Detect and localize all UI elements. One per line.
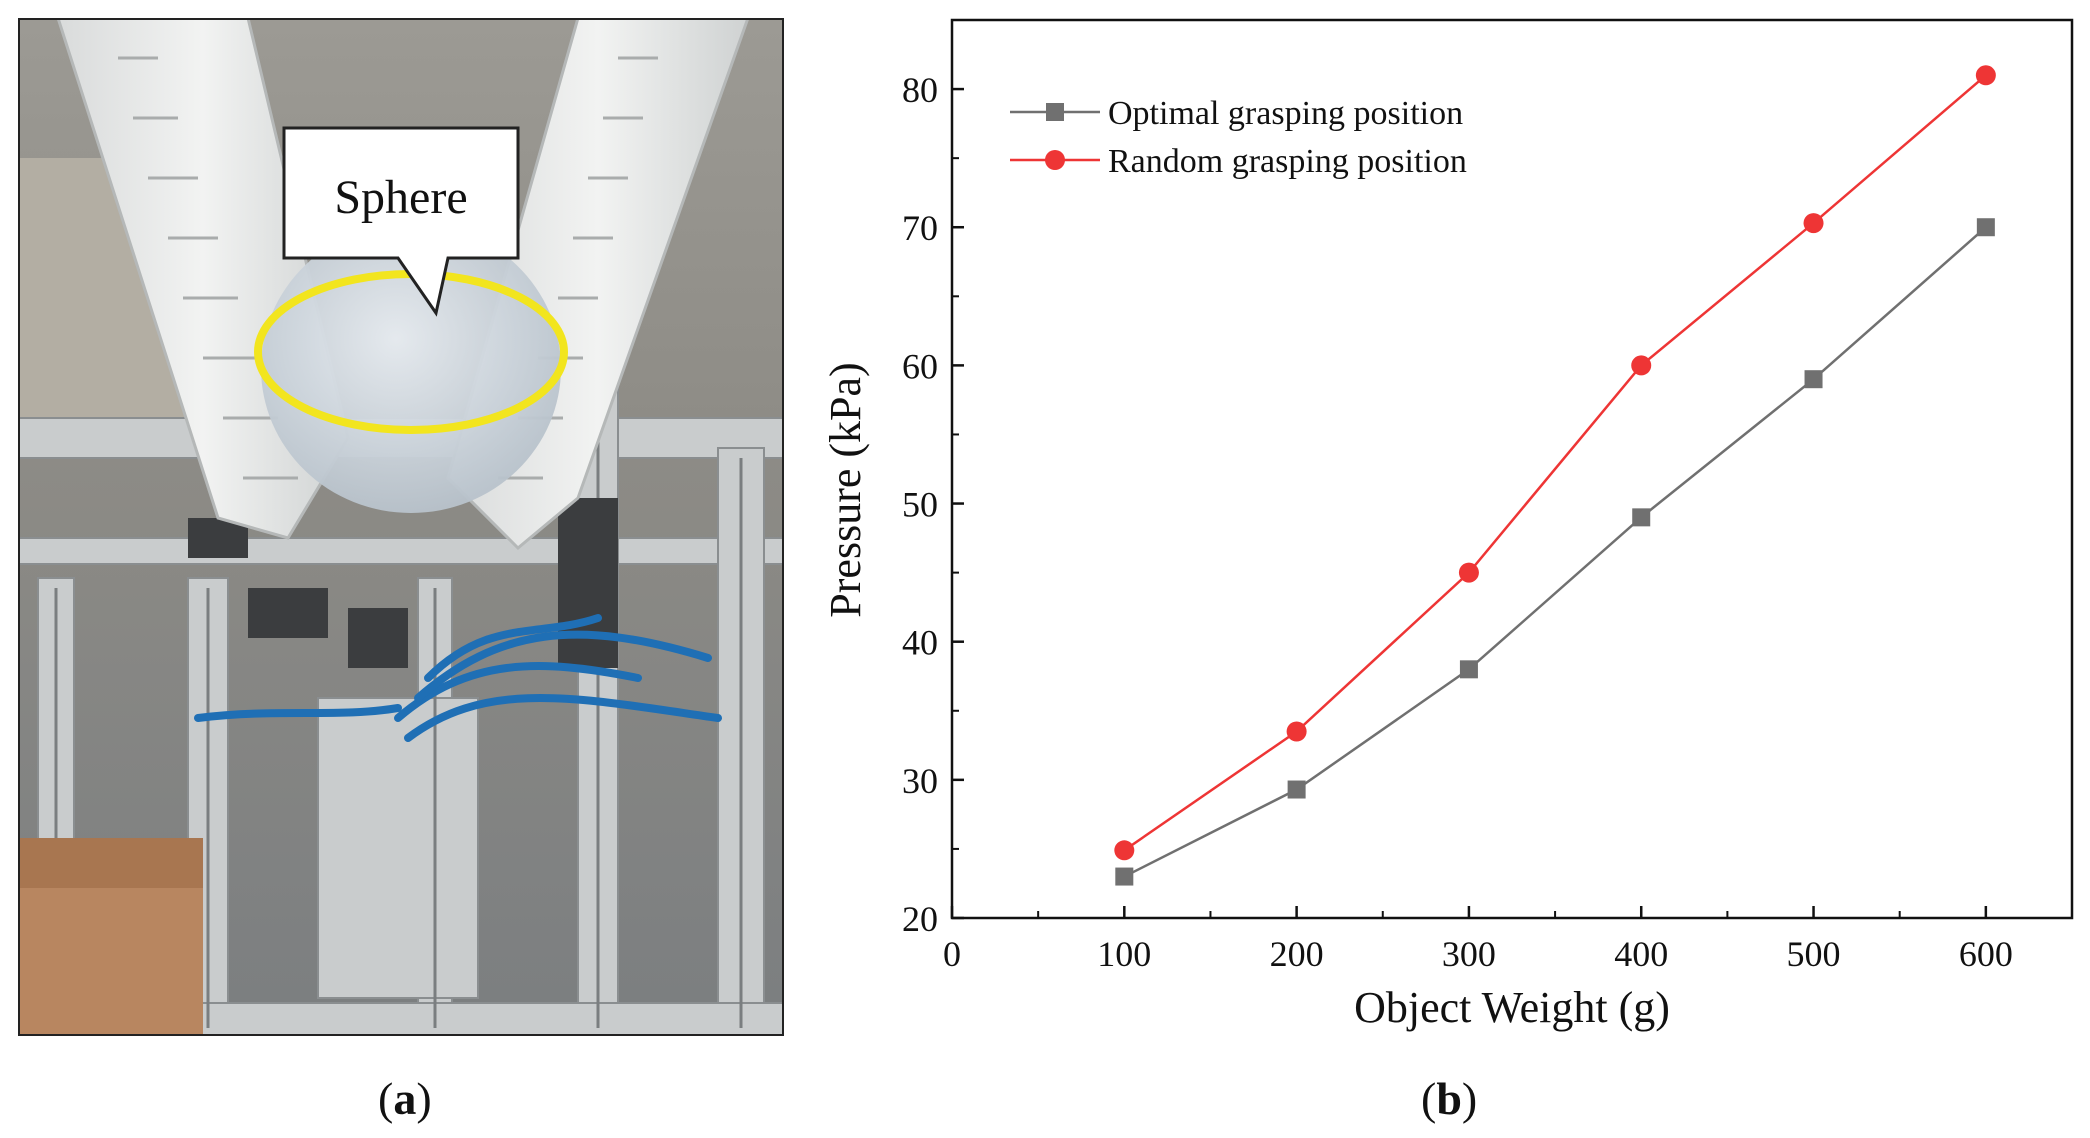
legend-label: Random grasping position [1108, 143, 1467, 180]
plot-frame [950, 18, 2074, 920]
x-tick-label: 200 [1270, 934, 1324, 974]
chart-ticks: 0 100 200 300 400 500 600 20 30 40 50 60 70 80 [902, 70, 2013, 974]
x-tick-label: 100 [1097, 934, 1151, 974]
legend-swatch-circle [1045, 150, 1065, 170]
y-tick-label: 20 [902, 899, 938, 939]
y-tick-label: 50 [902, 485, 938, 525]
x-tick-label: 500 [1787, 934, 1841, 974]
series-line-0 [1123, 226, 1987, 878]
caption-a-close: ) [416, 1073, 432, 1124]
caption-b: (b) [1421, 1072, 1477, 1125]
caption-b-close: ) [1461, 1073, 1478, 1124]
data-point-square [1115, 867, 1134, 886]
data-point-square [1976, 218, 1995, 237]
x-tick-label: 300 [1442, 934, 1496, 974]
caption-a-open: ( [378, 1073, 394, 1124]
data-point-circle [1631, 355, 1652, 376]
x-tick-label: 400 [1614, 934, 1668, 974]
caption-a: (a) [378, 1072, 432, 1125]
chart-legend: Optimal grasping position Random grasping… [1010, 95, 1467, 180]
gripper-photo: Sphere [18, 18, 784, 1036]
y-tick-label: 60 [902, 346, 938, 386]
sphere-object [261, 223, 561, 513]
caption-b-open: ( [1421, 1073, 1437, 1124]
data-point-circle [1114, 840, 1135, 861]
data-point-square [1287, 780, 1306, 799]
x-tick-label: 600 [1959, 934, 2013, 974]
caption-b-letter: b [1436, 1073, 1462, 1124]
data-point-square [1632, 508, 1651, 527]
legend-label: Optimal grasping position [1108, 95, 1463, 132]
y-tick-label: 40 [902, 623, 938, 663]
sphere-callout: Sphere [282, 126, 520, 317]
data-point-circle [1458, 562, 1479, 583]
data-point-square [1804, 370, 1823, 389]
data-point-circle [1286, 721, 1307, 742]
x-tick-label: 0 [943, 934, 961, 974]
y-tick-label: 80 [902, 70, 938, 110]
caption-a-letter: a [393, 1073, 417, 1124]
chart-series [1114, 65, 1996, 886]
x-axis-title: Object Weight (g) [1354, 983, 1670, 1032]
data-point-circle [1975, 65, 1996, 86]
series-line-1 [1123, 74, 1987, 852]
callout-label: Sphere [334, 171, 467, 224]
chart-axes [950, 18, 2074, 920]
y-axis-title: Pressure (kPa) [821, 362, 870, 617]
y-tick-label: 30 [902, 761, 938, 801]
data-point-circle [1803, 213, 1824, 234]
pneumatic-tubes [194, 614, 722, 742]
legend-swatch-square [1046, 103, 1064, 121]
data-point-square [1459, 660, 1478, 679]
photo-border [18, 18, 784, 1036]
y-tick-label: 70 [902, 208, 938, 248]
